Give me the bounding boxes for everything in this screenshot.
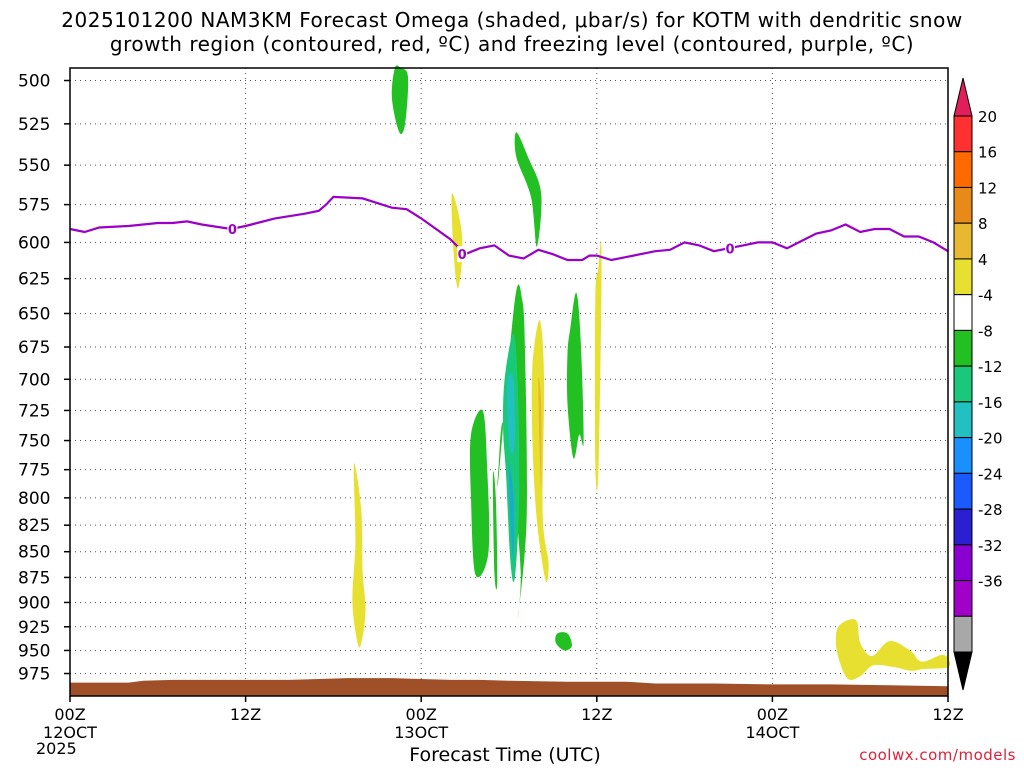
colorbar-label: -24 (978, 465, 1003, 483)
chart-title-line-2: growth region (contoured, red, ºC) and f… (109, 32, 915, 56)
x-tick-label: 12Z (932, 705, 963, 724)
x-tick-label: 00Z (54, 705, 85, 724)
website-credit: coolwx.com/models (859, 746, 1016, 764)
freezing-level-label: 0 (725, 242, 734, 257)
omega-region (506, 373, 516, 454)
y-tick-label: 650 (18, 304, 50, 324)
colorbar-segment (953, 472, 973, 510)
y-tick-label: 800 (18, 489, 50, 509)
omega-region (514, 132, 542, 247)
omega-region (469, 409, 490, 578)
colorbar-label: -36 (978, 573, 1003, 591)
freezing-label-bg (724, 240, 735, 257)
freezing-label-bg (227, 220, 238, 237)
chart-title-line-1: 2025101200 NAM3KM Forecast Omega (shaded… (61, 8, 963, 32)
colorbar-label: -4 (978, 287, 993, 305)
colorbar-segment (953, 115, 973, 153)
colorbar-segment (953, 222, 973, 260)
y-tick-label: 700 (18, 370, 50, 390)
colorbar-segment (953, 580, 973, 617)
colorbar-label: -8 (978, 322, 993, 340)
y-tick-label: 525 (18, 115, 50, 135)
y-tick-label: 900 (18, 593, 50, 613)
colorbar-label: -16 (978, 394, 1003, 412)
x-tick-label: 00Z (757, 705, 788, 724)
colorbar-segment (953, 77, 973, 117)
freezing-label-bg (457, 246, 468, 263)
colorbar-label: -32 (978, 537, 1003, 555)
x-tick-label: 00Z (406, 705, 437, 724)
x-axis-title: Forecast Time (UTC) (409, 744, 601, 766)
omega-region (492, 471, 498, 590)
omega-region (835, 619, 951, 681)
omega-region (555, 632, 572, 651)
omega-region (566, 292, 584, 459)
terrain-fill (70, 678, 948, 696)
colorbar-segment (953, 186, 973, 224)
y-tick-label: 775 (18, 461, 50, 481)
y-tick-label: 725 (18, 401, 50, 421)
y-tick-label: 875 (18, 568, 50, 588)
colorbar-label: -12 (978, 358, 1003, 376)
y-tick-label: 575 (18, 196, 50, 216)
colorbar-segment (953, 329, 973, 367)
colorbar-segment (953, 258, 973, 296)
y-tick-label: 750 (18, 432, 50, 452)
colorbar-segment (953, 437, 973, 474)
x-tick-sublabel: 14OCT (745, 723, 799, 742)
colorbar-label: -20 (978, 430, 1003, 448)
x-tick-sublabel: 13OCT (394, 723, 448, 742)
x-tick-label: 12Z (581, 705, 612, 724)
omega-region (538, 377, 542, 489)
freezing-level-label: 0 (458, 248, 467, 263)
y-tick-label: 625 (18, 270, 50, 290)
colorbar-segment (953, 615, 973, 653)
omega-region (594, 240, 602, 491)
y-tick-label: 825 (18, 516, 50, 536)
y-tick-label: 925 (18, 618, 50, 638)
colorbar-segment (953, 401, 973, 439)
omega-region (391, 65, 409, 135)
freezing-level-label: 0 (228, 223, 237, 238)
colorbar-segment (953, 544, 973, 582)
plot-frame (69, 67, 949, 697)
colorbar-label: 16 (978, 144, 997, 162)
y-tick-label: 500 (18, 72, 50, 92)
colorbar-label: 20 (978, 108, 997, 126)
y-tick-label: 850 (18, 543, 50, 563)
freezing-level-line (69, 195, 949, 262)
colorbar-segment (953, 651, 973, 691)
colorbar-label: 12 (978, 179, 997, 197)
y-tick-label: 675 (18, 338, 50, 358)
colorbar-segment (953, 294, 973, 331)
y-tick-label: 600 (18, 233, 50, 253)
x-tick-label: 12Z (230, 705, 261, 724)
omega-region (451, 193, 463, 289)
colorbar-label: -28 (978, 501, 1003, 519)
colorbar-label: 8 (978, 215, 988, 233)
y-tick-label: 950 (18, 641, 50, 661)
y-tick-label: 550 (18, 156, 50, 176)
y-tick-label: 975 (18, 665, 50, 685)
colorbar-segment (953, 365, 973, 403)
colorbar-segment (953, 508, 973, 546)
x-tick-sublabel: 12OCT (43, 723, 97, 742)
colorbar-segment (953, 151, 973, 188)
omega-region (508, 463, 514, 563)
omega-region (352, 463, 366, 648)
run-year-label: 2025 (36, 739, 77, 758)
colorbar-label: 4 (978, 251, 988, 269)
